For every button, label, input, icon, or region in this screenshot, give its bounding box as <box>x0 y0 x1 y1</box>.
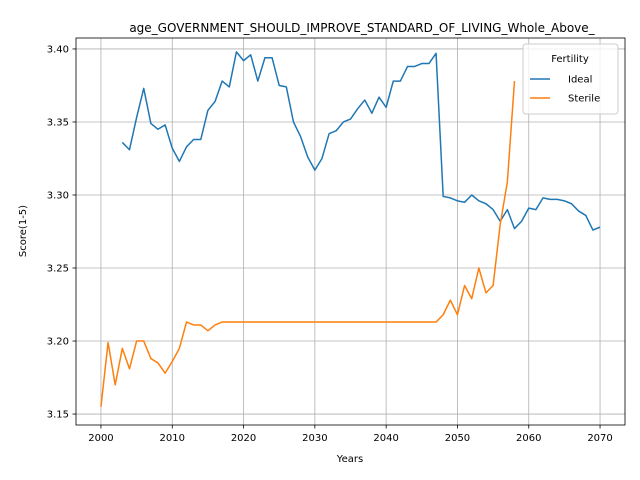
x-tick-label: 2070 <box>587 433 612 444</box>
x-tick-label: 2010 <box>160 433 185 444</box>
chart-title: age_GOVERNMENT_SHOULD_IMPROVE_STANDARD_O… <box>129 21 595 35</box>
series-layer <box>100 51 601 407</box>
x-tick-label: 2000 <box>88 433 113 444</box>
legend-label-sterile: Sterile <box>568 94 600 105</box>
x-tick-label: 2060 <box>516 433 541 444</box>
y-tick-label: 3.20 <box>47 337 69 348</box>
legend-box <box>522 43 619 115</box>
legend: Fertility Ideal Sterile <box>522 43 619 115</box>
y-tick-label: 3.40 <box>47 44 69 55</box>
x-axis: 2000 2010 2020 2030 2040 2050 2060 2070 <box>88 425 613 444</box>
y-tick-label: 3.25 <box>47 264 69 275</box>
x-axis-label: Years <box>336 454 363 465</box>
y-axis-label: Score(1-5) <box>18 205 29 257</box>
x-tick-label: 2040 <box>373 433 398 444</box>
legend-label-ideal: Ideal <box>568 75 592 86</box>
y-tick-label: 3.35 <box>47 117 69 128</box>
y-tick-label: 3.15 <box>47 410 69 421</box>
x-tick-label: 2050 <box>445 433 470 444</box>
x-tick-label: 2020 <box>231 433 256 444</box>
y-tick-label: 3.30 <box>47 190 69 201</box>
legend-title: Fertility <box>551 54 589 65</box>
legend-items: Ideal Sterile <box>530 75 600 105</box>
series-line-ideal <box>121 51 601 231</box>
y-axis: 3.15 3.20 3.25 3.30 3.35 3.40 <box>47 44 76 421</box>
x-tick-label: 2030 <box>302 433 327 444</box>
series-line-sterile <box>100 81 516 407</box>
plot-frame <box>75 37 626 426</box>
